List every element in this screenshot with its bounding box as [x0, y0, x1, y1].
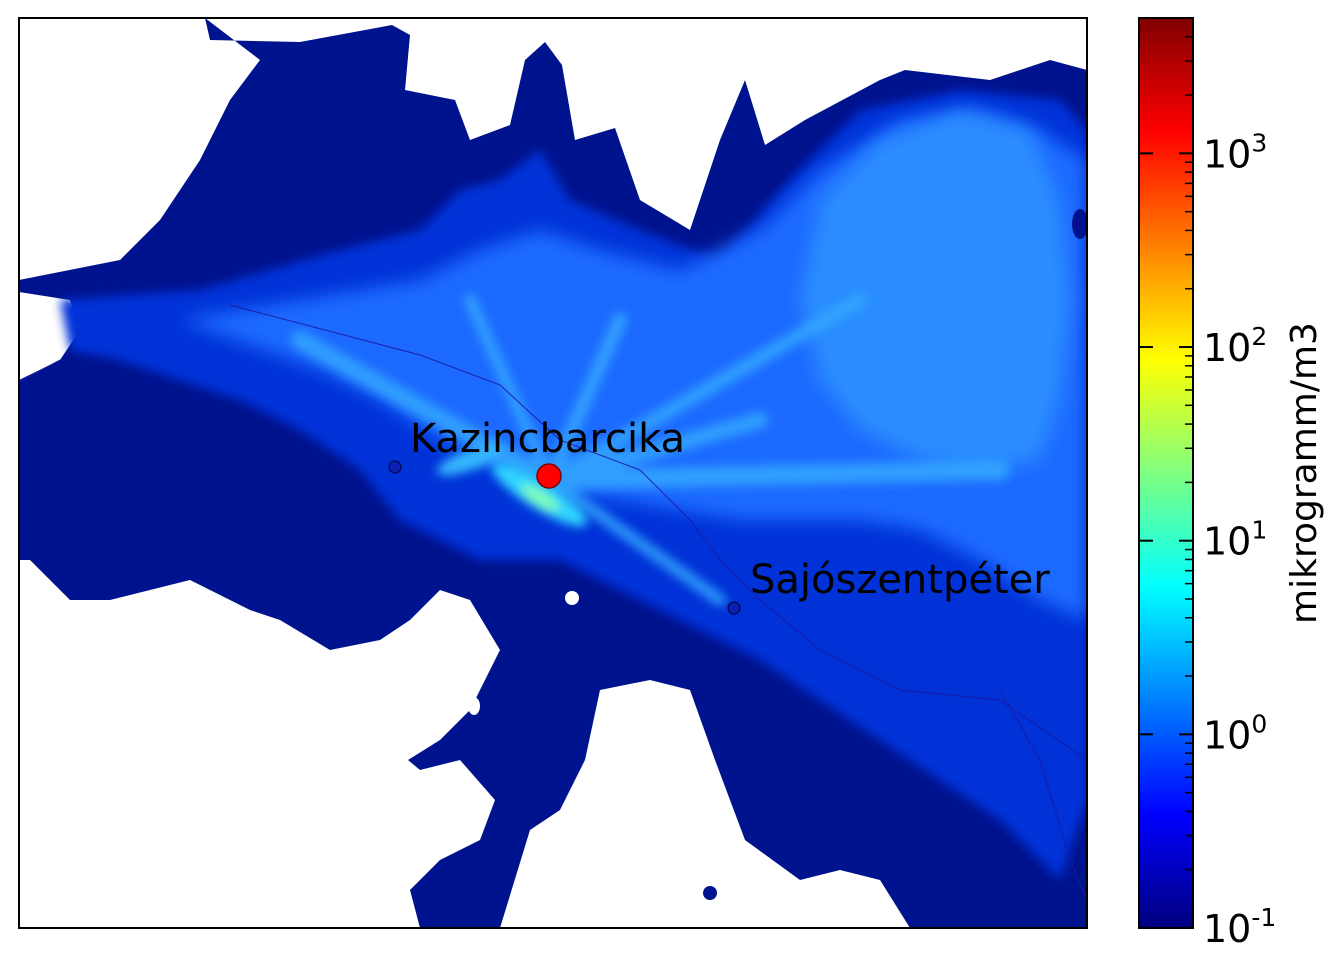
plume-east-lobe [800, 110, 1070, 470]
sajoszentpeter-dot [727, 601, 741, 615]
kazincbarcika-dot [388, 460, 402, 474]
colorbar-gradient [1139, 18, 1193, 928]
colorbar-tick-label: 102 [1203, 322, 1267, 370]
contour-holes [468, 42, 1087, 900]
colorbar-tick-label: 10-1 [1203, 903, 1276, 951]
kazincbarcika-label: Kazincbarcika [410, 416, 685, 462]
place-markers [388, 460, 741, 615]
sajoszentpeter-label: Sajószentpéter [750, 557, 1050, 603]
colorbar-frame [1138, 17, 1194, 929]
map-axes: Kazincbarcika Sajószentpéter [18, 17, 1088, 929]
colorbar-ticks: 10-1 100 101 102 103 [1139, 17, 1276, 951]
map-frame [18, 17, 1088, 929]
plume-core [436, 444, 588, 527]
plume-streaks [291, 293, 1010, 606]
colorbar: 10-1 100 101 102 103 mikrogramm/m3 [1138, 17, 1325, 951]
colorbar-tick-label: 101 [1203, 516, 1267, 564]
colorbar-tick-label: 103 [1203, 128, 1267, 176]
colorbar-title: mikrogramm/m3 [1284, 322, 1325, 624]
colorbar-tick-label: 100 [1203, 709, 1267, 757]
emission-source-marker [536, 463, 562, 489]
map-lines [19, 304, 1087, 901]
